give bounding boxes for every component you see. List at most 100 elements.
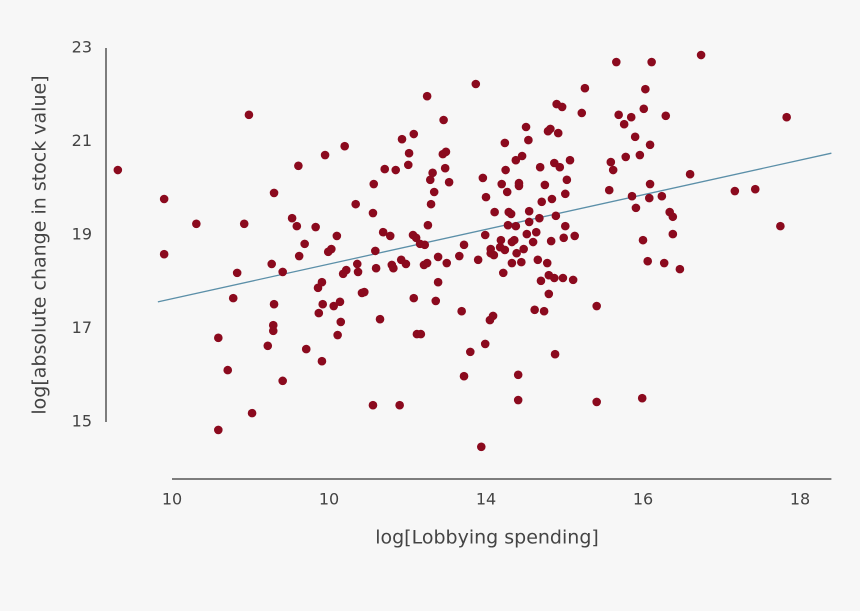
scatter-point: [294, 161, 303, 171]
scatter-point: [480, 230, 490, 240]
y-axis-title: log[absolute change in stock value]: [29, 75, 51, 414]
x-tick-label: 18: [790, 490, 810, 509]
scatter-point: [540, 180, 550, 190]
y-tick-label: 21: [72, 131, 92, 150]
scatter-point: [639, 104, 649, 114]
scatter-point: [612, 57, 621, 67]
scatter-point: [433, 252, 443, 262]
scatter-point: [409, 129, 419, 139]
scatter-point: [630, 132, 640, 142]
scatter-point: [539, 306, 549, 316]
scatter-point: [439, 115, 448, 125]
scatter-point: [318, 299, 328, 309]
scatter-point: [535, 213, 544, 223]
scatter-point: [426, 199, 436, 209]
scatter-point: [544, 289, 554, 299]
scatter-point: [558, 273, 568, 283]
scatter-point: [604, 185, 614, 195]
scatter-point: [659, 258, 669, 268]
scatter-point: [391, 165, 401, 175]
scatter-point: [423, 220, 433, 230]
scatter-point: [433, 277, 443, 287]
scatter-point: [509, 235, 519, 245]
scatter-point: [553, 128, 563, 138]
scatter-point: [782, 112, 791, 122]
scatter-point: [404, 148, 414, 158]
scatter-point: [232, 268, 242, 278]
scatter-point: [645, 179, 655, 189]
scatter-point: [501, 165, 510, 175]
scatter-point: [546, 236, 556, 246]
scatter-point: [369, 179, 379, 189]
scatter-point: [502, 187, 512, 197]
scatter-point: [635, 150, 645, 160]
scatter-point: [368, 400, 378, 410]
scatter-point: [223, 365, 233, 375]
scatter-point: [476, 442, 486, 452]
scatter-point: [269, 299, 279, 309]
scatter-point: [292, 221, 302, 231]
scatter-point: [626, 112, 636, 122]
scatter-point: [247, 408, 257, 418]
scatter-point: [497, 179, 507, 189]
scatter-point: [314, 308, 324, 318]
scatter-point: [550, 349, 560, 359]
scatter-point: [536, 276, 546, 286]
scatter-point: [542, 258, 552, 268]
scatter-point: [503, 220, 513, 230]
scatter-point: [489, 250, 499, 260]
scatter-point: [506, 209, 516, 219]
scatter-point: [473, 255, 483, 265]
scatter-point: [244, 110, 254, 120]
scatter-point: [378, 227, 388, 237]
scatter-point: [517, 257, 526, 267]
scatter-point: [317, 277, 327, 287]
scatter-point: [351, 199, 360, 209]
scatter-point: [560, 221, 570, 231]
x-tick-label: 10: [162, 490, 182, 509]
scatter-point: [580, 83, 590, 93]
scatter-point: [422, 258, 432, 268]
scatter-point: [422, 91, 432, 101]
scatter-point: [336, 317, 346, 327]
scatter-point: [524, 135, 533, 145]
scatter-point: [353, 267, 363, 277]
scatter-point: [647, 57, 656, 67]
scatter-point: [352, 259, 362, 269]
scatter-point: [440, 163, 450, 173]
scatter-point: [466, 347, 475, 357]
scatter-point: [511, 155, 521, 165]
scatter-point: [192, 219, 201, 229]
scatter-point: [375, 314, 385, 324]
scatter-point: [457, 306, 466, 316]
scatter-point: [444, 177, 454, 187]
scatter-point: [531, 227, 541, 237]
x-tick-label: 14: [476, 490, 496, 509]
scatter-point: [619, 119, 629, 129]
x-tick-label: 10: [319, 490, 339, 509]
scatter-point: [214, 425, 223, 435]
scatter-point: [621, 152, 631, 162]
scatter-point: [294, 251, 304, 261]
scatter-point: [301, 344, 311, 354]
scatter-point: [498, 268, 508, 278]
scatter-point: [551, 211, 561, 221]
scatter-point: [159, 194, 169, 204]
scatter-point: [496, 235, 506, 245]
scatter-point: [320, 150, 330, 160]
scatter-point: [668, 212, 678, 222]
scatter-point: [643, 256, 653, 266]
scatter-point: [549, 273, 559, 283]
scatter-point: [459, 371, 469, 381]
scatter-point: [478, 173, 488, 183]
scatter-point: [340, 141, 350, 151]
scatter-point: [397, 134, 407, 144]
scatter-point: [441, 147, 451, 157]
scatter-point: [278, 267, 287, 277]
scatter-point: [411, 233, 421, 243]
scatter-point: [521, 122, 531, 132]
scatter-point: [570, 231, 580, 241]
scatter-point: [577, 108, 587, 118]
